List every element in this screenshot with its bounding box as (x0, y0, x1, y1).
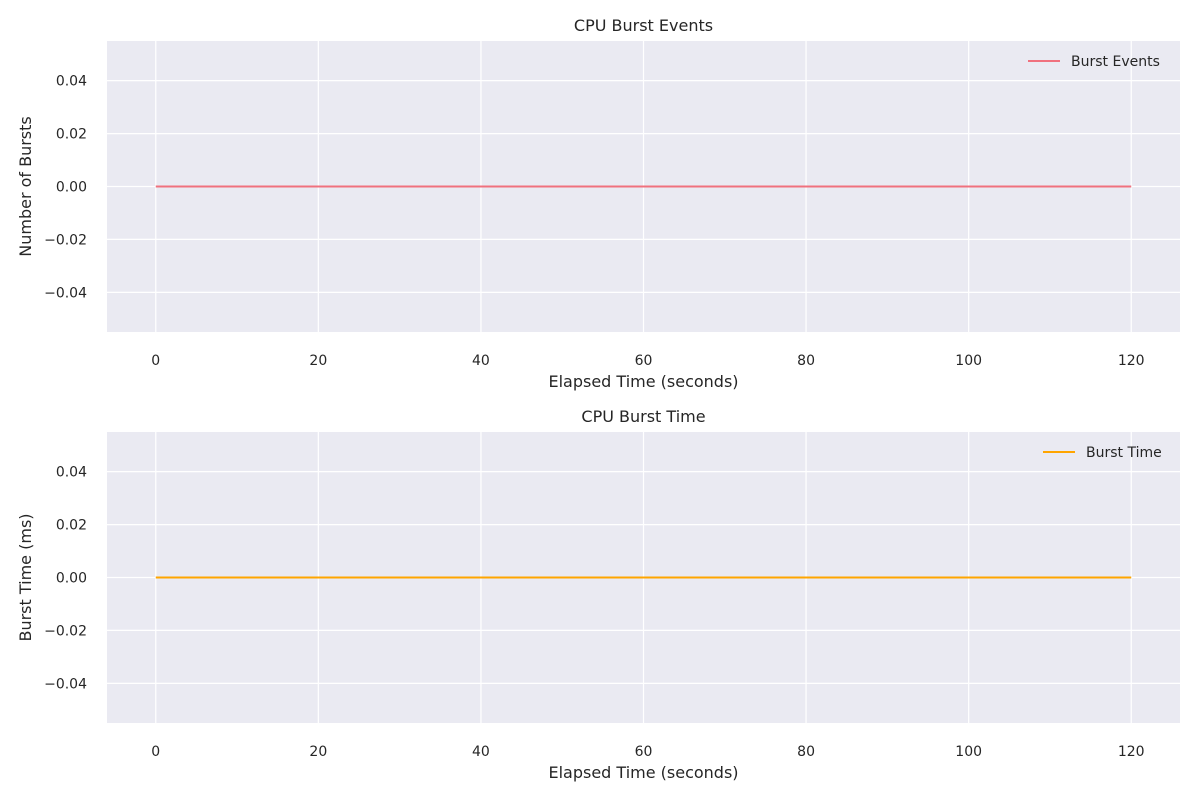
x-tick-label: 0 (151, 353, 160, 369)
x-tick-label: 120 (1118, 744, 1145, 760)
chart-cpu-burst-time: 0 20 40 60 80 100 120 −0.04 −0.02 0.00 0.02 0.04 C… (16, 407, 1180, 782)
legend-label-burst-time: Burst Time (1086, 445, 1162, 461)
y-ticks: −0.04 −0.02 0.00 0.02 0.04 (44, 74, 87, 302)
x-ticks: 0 20 40 60 80 100 120 (151, 353, 1144, 369)
legend: Burst Time (1043, 445, 1162, 461)
legend-label-burst-events: Burst Events (1071, 54, 1160, 70)
x-tick-label: 40 (472, 744, 490, 760)
y-tick-label: −0.04 (44, 676, 87, 692)
y-tick-label: −0.02 (44, 623, 87, 639)
chart-title: CPU Burst Events (574, 16, 713, 35)
y-axis-label: Burst Time (ms) (16, 513, 35, 641)
legend: Burst Events (1028, 54, 1160, 70)
x-axis-label: Elapsed Time (seconds) (548, 763, 738, 782)
x-tick-label: 120 (1118, 353, 1145, 369)
x-tick-label: 100 (955, 744, 982, 760)
chart-cpu-burst-events: 0 20 40 60 80 100 120 −0.04 −0.02 0.00 0.02 0.04 C… (16, 16, 1180, 391)
x-tick-label: 40 (472, 353, 490, 369)
y-tick-label: 0.00 (56, 571, 87, 587)
y-tick-label: −0.02 (44, 232, 87, 248)
chart-title: CPU Burst Time (581, 407, 705, 426)
y-tick-label: 0.02 (56, 518, 87, 534)
x-tick-label: 20 (309, 744, 327, 760)
x-tick-label: 100 (955, 353, 982, 369)
grid (107, 432, 1180, 723)
x-tick-label: 80 (797, 744, 815, 760)
x-ticks: 0 20 40 60 80 100 120 (151, 744, 1144, 760)
x-tick-label: 60 (635, 744, 653, 760)
y-tick-label: 0.02 (56, 127, 87, 143)
y-tick-label: −0.04 (44, 285, 87, 301)
x-tick-label: 60 (635, 353, 653, 369)
y-ticks: −0.04 −0.02 0.00 0.02 0.04 (44, 465, 87, 693)
y-axis-label: Number of Bursts (16, 116, 35, 257)
x-tick-label: 80 (797, 353, 815, 369)
y-tick-label: 0.00 (56, 180, 87, 196)
x-tick-label: 0 (151, 744, 160, 760)
y-tick-label: 0.04 (56, 74, 87, 90)
x-tick-label: 20 (309, 353, 327, 369)
y-tick-label: 0.04 (56, 465, 87, 481)
x-axis-label: Elapsed Time (seconds) (548, 372, 738, 391)
